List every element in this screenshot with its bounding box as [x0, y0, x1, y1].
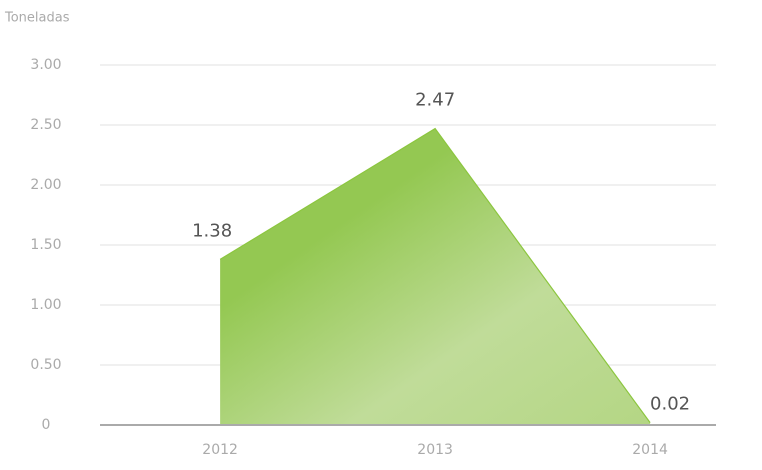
- data-label: 1.38: [192, 220, 232, 241]
- data-label: 2.47: [415, 90, 455, 111]
- y-tick-label: 3.00: [30, 57, 61, 73]
- x-tick-label: 2014: [632, 442, 668, 458]
- line: [219, 127, 651, 423]
- data-label: 0.02: [650, 394, 690, 415]
- y-tick-label: 2.00: [30, 177, 61, 193]
- area: [220, 128, 651, 425]
- y-axis-title: Toneladas: [4, 11, 70, 26]
- y-tick-label: 0: [42, 417, 51, 433]
- y-tick-label: 1.50: [30, 237, 61, 253]
- x-tick-label: 2013: [417, 442, 453, 458]
- x-tick-label: 2012: [202, 442, 238, 458]
- y-tick-label: 2.50: [30, 117, 61, 133]
- y-tick-label: 1.00: [30, 297, 61, 313]
- y-tick-label: 0.50: [30, 357, 61, 373]
